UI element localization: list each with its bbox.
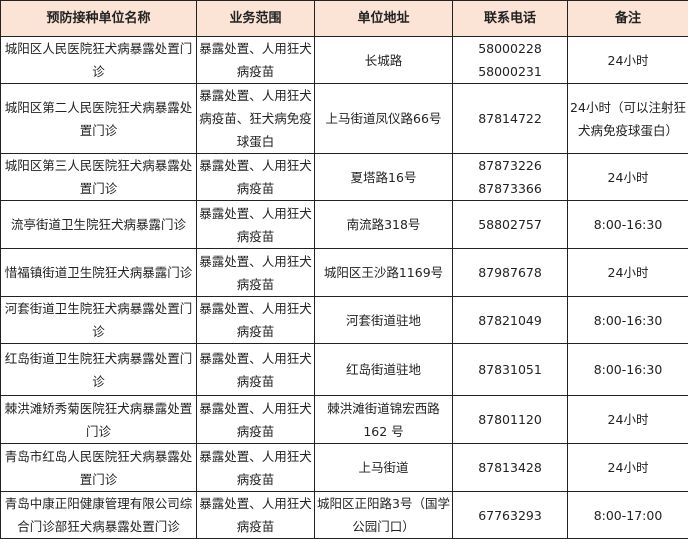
- cell-address: 夏塔路16号: [315, 154, 453, 201]
- cell-phone: 58000228 58000231: [453, 37, 568, 84]
- cell-phone: 87831051: [453, 344, 568, 396]
- table-row: 城阳区第二人民医院狂犬病暴露处置门诊暴露处置、人用狂犬病疫苗、狂犬病免疫球蛋白上…: [1, 84, 688, 154]
- cell-address: 上马街道凤仪路66号: [315, 84, 453, 154]
- cell-name: 青岛市红岛人民医院狂犬病暴露处置门诊: [1, 444, 197, 492]
- cell-name: 棘洪滩矫秀菊医院狂犬病暴露处置门诊: [1, 396, 197, 444]
- header-name: 预防接种单位名称: [1, 1, 197, 37]
- cell-phone: 87873226 87873366: [453, 154, 568, 201]
- header-note: 备注: [568, 1, 688, 37]
- cell-name: 惜福镇街道卫生院狂犬病暴露门诊: [1, 249, 197, 297]
- cell-scope: 暴露处置、人用狂犬病疫苗、狂犬病免疫球蛋白: [197, 84, 315, 154]
- cell-name: 河套街道卫生院狂犬病暴露处置门诊: [1, 297, 197, 344]
- table-header-row: 预防接种单位名称 业务范围 单位地址 联系电话 备注: [1, 1, 688, 37]
- cell-address: 上马街道: [315, 444, 453, 492]
- cell-address: 城阳区正阳路3号（国学公园门口）: [315, 492, 453, 539]
- cell-scope: 暴露处置、人用狂犬病疫苗: [197, 297, 315, 344]
- cell-address: 长城路: [315, 37, 453, 84]
- cell-scope: 暴露处置、人用狂犬病疫苗: [197, 154, 315, 201]
- cell-note: 24小时（可以注射狂犬病免疫球蛋白）: [568, 84, 688, 154]
- cell-name: 流亭街道卫生院狂犬病暴露门诊: [1, 201, 197, 249]
- cell-note: 8:00-16:30: [568, 201, 688, 249]
- header-phone: 联系电话: [453, 1, 568, 37]
- cell-name: 城阳区第二人民医院狂犬病暴露处置门诊: [1, 84, 197, 154]
- cell-address: 河套街道驻地: [315, 297, 453, 344]
- cell-phone: 87801120: [453, 396, 568, 444]
- cell-phone: 87821049: [453, 297, 568, 344]
- cell-scope: 暴露处置、人用狂犬病疫苗: [197, 444, 315, 492]
- cell-scope: 暴露处置、人用狂犬病疫苗: [197, 249, 315, 297]
- table-row: 棘洪滩矫秀菊医院狂犬病暴露处置门诊暴露处置、人用狂犬病疫苗棘洪滩街道锦宏西路16…: [1, 396, 688, 444]
- cell-note: 24小时: [568, 249, 688, 297]
- cell-scope: 暴露处置、人用狂犬病疫苗: [197, 344, 315, 396]
- cell-scope: 暴露处置、人用狂犬病疫苗: [197, 201, 315, 249]
- cell-name: 红岛街道卫生院狂犬病暴露处置门诊: [1, 344, 197, 396]
- cell-phone: 58802757: [453, 201, 568, 249]
- cell-address: 南流路318号: [315, 201, 453, 249]
- cell-address: 红岛街道驻地: [315, 344, 453, 396]
- cell-note: 8:00-16:30: [568, 344, 688, 396]
- header-scope: 业务范围: [197, 1, 315, 37]
- cell-note: 8:00-17:00: [568, 492, 688, 539]
- cell-name: 城阳区第三人民医院狂犬病暴露处置门诊: [1, 154, 197, 201]
- cell-note: 8:00-16:30: [568, 297, 688, 344]
- cell-phone: 67763293: [453, 492, 568, 539]
- cell-note: 24小时: [568, 444, 688, 492]
- cell-name: 青岛中康正阳健康管理有限公司综合门诊部狂犬病暴露处置门诊: [1, 492, 197, 539]
- cell-scope: 暴露处置、人用狂犬病疫苗: [197, 396, 315, 444]
- cell-phone: 87814722: [453, 84, 568, 154]
- cell-phone: 87987678: [453, 249, 568, 297]
- cell-note: 24小时: [568, 396, 688, 444]
- cell-scope: 暴露处置、人用狂犬病疫苗: [197, 492, 315, 539]
- cell-scope: 暴露处置、人用狂犬病疫苗: [197, 37, 315, 84]
- cell-address: 城阳区王沙路1169号: [315, 249, 453, 297]
- header-address: 单位地址: [315, 1, 453, 37]
- cell-note: 24小时: [568, 37, 688, 84]
- cell-name: 城阳区人民医院狂犬病暴露处置门诊: [1, 37, 197, 84]
- table-row: 青岛中康正阳健康管理有限公司综合门诊部狂犬病暴露处置门诊暴露处置、人用狂犬病疫苗…: [1, 492, 688, 539]
- cell-phone: 87813428: [453, 444, 568, 492]
- cell-note: 24小时: [568, 154, 688, 201]
- cell-address: 棘洪滩街道锦宏西路162 号: [315, 396, 453, 444]
